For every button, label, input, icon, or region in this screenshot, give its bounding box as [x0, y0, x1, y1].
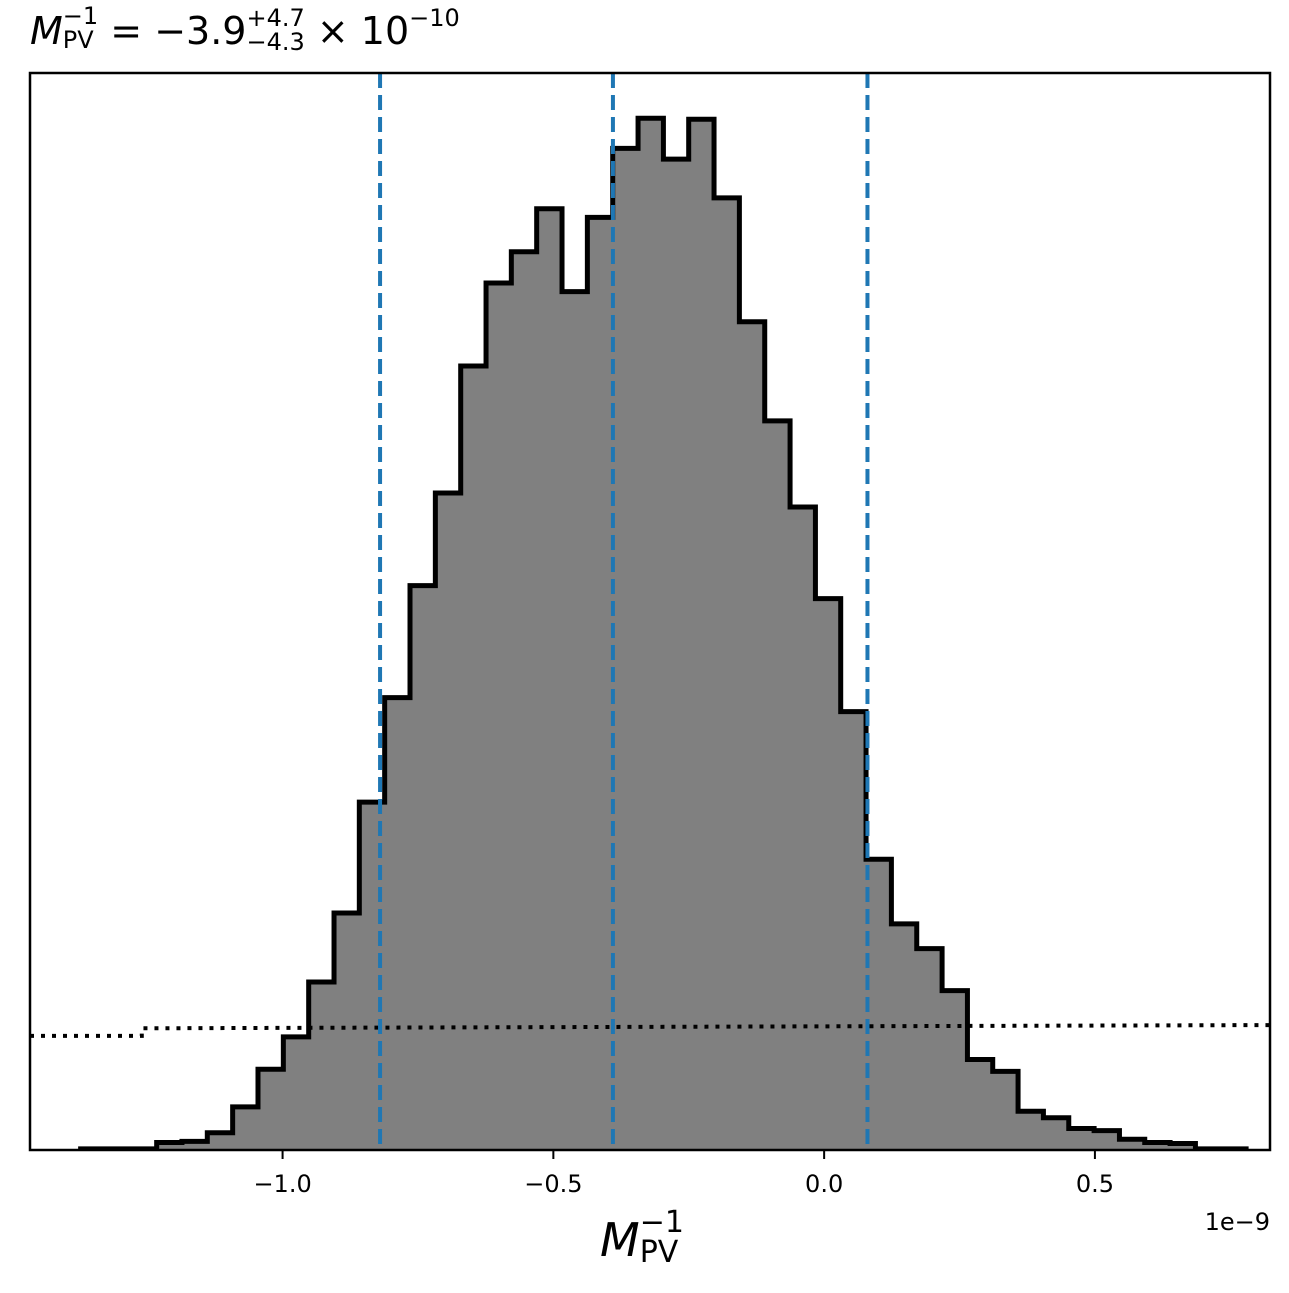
- title-superscript: −1: [62, 2, 99, 30]
- title-times: ×: [316, 9, 349, 53]
- histogram-bar: [257, 1069, 284, 1150]
- histogram-bar: [1068, 1128, 1095, 1150]
- xlabel-subscript: PV: [639, 1235, 679, 1270]
- title-base: 10: [360, 9, 410, 53]
- histogram-bar: [688, 119, 715, 1150]
- x-tick-label: −0.5: [524, 1170, 582, 1198]
- histogram-bar: [916, 948, 943, 1150]
- x-tick-label: 0.5: [1076, 1170, 1114, 1198]
- title-exponent: −10: [409, 4, 460, 32]
- histogram-bar: [486, 283, 512, 1150]
- histogram-bar: [1094, 1130, 1120, 1150]
- histogram-bar: [739, 321, 766, 1150]
- histogram-bar: [283, 1036, 310, 1150]
- title-symbol: M: [30, 9, 63, 53]
- histogram-bar: [840, 711, 867, 1150]
- x-axis-label: M −1 PV: [600, 1208, 684, 1268]
- title-lower-error: −4.3: [246, 28, 305, 56]
- plot-area: [30, 73, 1270, 1150]
- xlabel-symbol: M: [600, 1213, 640, 1267]
- histogram-bar: [181, 1141, 208, 1150]
- histogram-bar: [308, 981, 335, 1150]
- histogram-bar: [714, 197, 740, 1150]
- histogram-bar: [410, 585, 436, 1150]
- histogram-bar: [334, 913, 360, 1150]
- histogram-bar: [1170, 1143, 1196, 1150]
- x-tick-label: −1.0: [253, 1170, 311, 1198]
- histogram-outline: [78, 115, 1249, 1150]
- title-subscript: PV: [62, 26, 94, 54]
- histogram-bar: [511, 251, 538, 1150]
- title-equals: =: [98, 9, 155, 53]
- histogram-bar: [384, 697, 411, 1150]
- histogram-bar: [815, 598, 842, 1150]
- histogram-bar: [1043, 1117, 1070, 1150]
- x-offset-label: 1e−9: [1205, 1208, 1270, 1236]
- histogram-bar: [207, 1132, 234, 1150]
- xlabel-superscript: −1: [639, 1205, 684, 1240]
- histogram-bar: [562, 291, 588, 1150]
- histogram-bar: [587, 217, 614, 1150]
- axes-frame: [28, 71, 1272, 1152]
- histogram-bar: [992, 1071, 1019, 1150]
- histogram-bar: [638, 118, 664, 1150]
- histogram-bar: [232, 1106, 259, 1150]
- histogram-bar: [156, 1142, 183, 1150]
- histogram-bar: [942, 990, 968, 1150]
- histogram-bar: [1144, 1142, 1171, 1150]
- histogram-bar: [967, 1059, 994, 1150]
- histogram-bar: [663, 159, 690, 1150]
- histogram-bar: [536, 208, 563, 1150]
- title-value: −3.9: [154, 9, 247, 53]
- histogram-bar: [1119, 1139, 1146, 1150]
- x-tick-label: 0.0: [805, 1170, 843, 1198]
- histogram-bar: [891, 923, 918, 1150]
- histogram-bar: [866, 859, 892, 1150]
- histogram-bar: [612, 148, 639, 1150]
- histogram-bar: [435, 493, 462, 1150]
- title-upper-error: +4.7: [246, 4, 305, 32]
- histogram-bar: [764, 420, 791, 1150]
- histogram-bar: [460, 365, 487, 1150]
- prior-line: [30, 1023, 1270, 1038]
- histogram-bar: [1018, 1111, 1044, 1150]
- histogram-bar: [790, 507, 816, 1150]
- x-axis: −1.0 −0.5 0.0 0.5: [253, 1150, 1114, 1198]
- chart-title: M −1 PV = −3.9 +4.7 −4.3 × 10−10: [30, 4, 460, 54]
